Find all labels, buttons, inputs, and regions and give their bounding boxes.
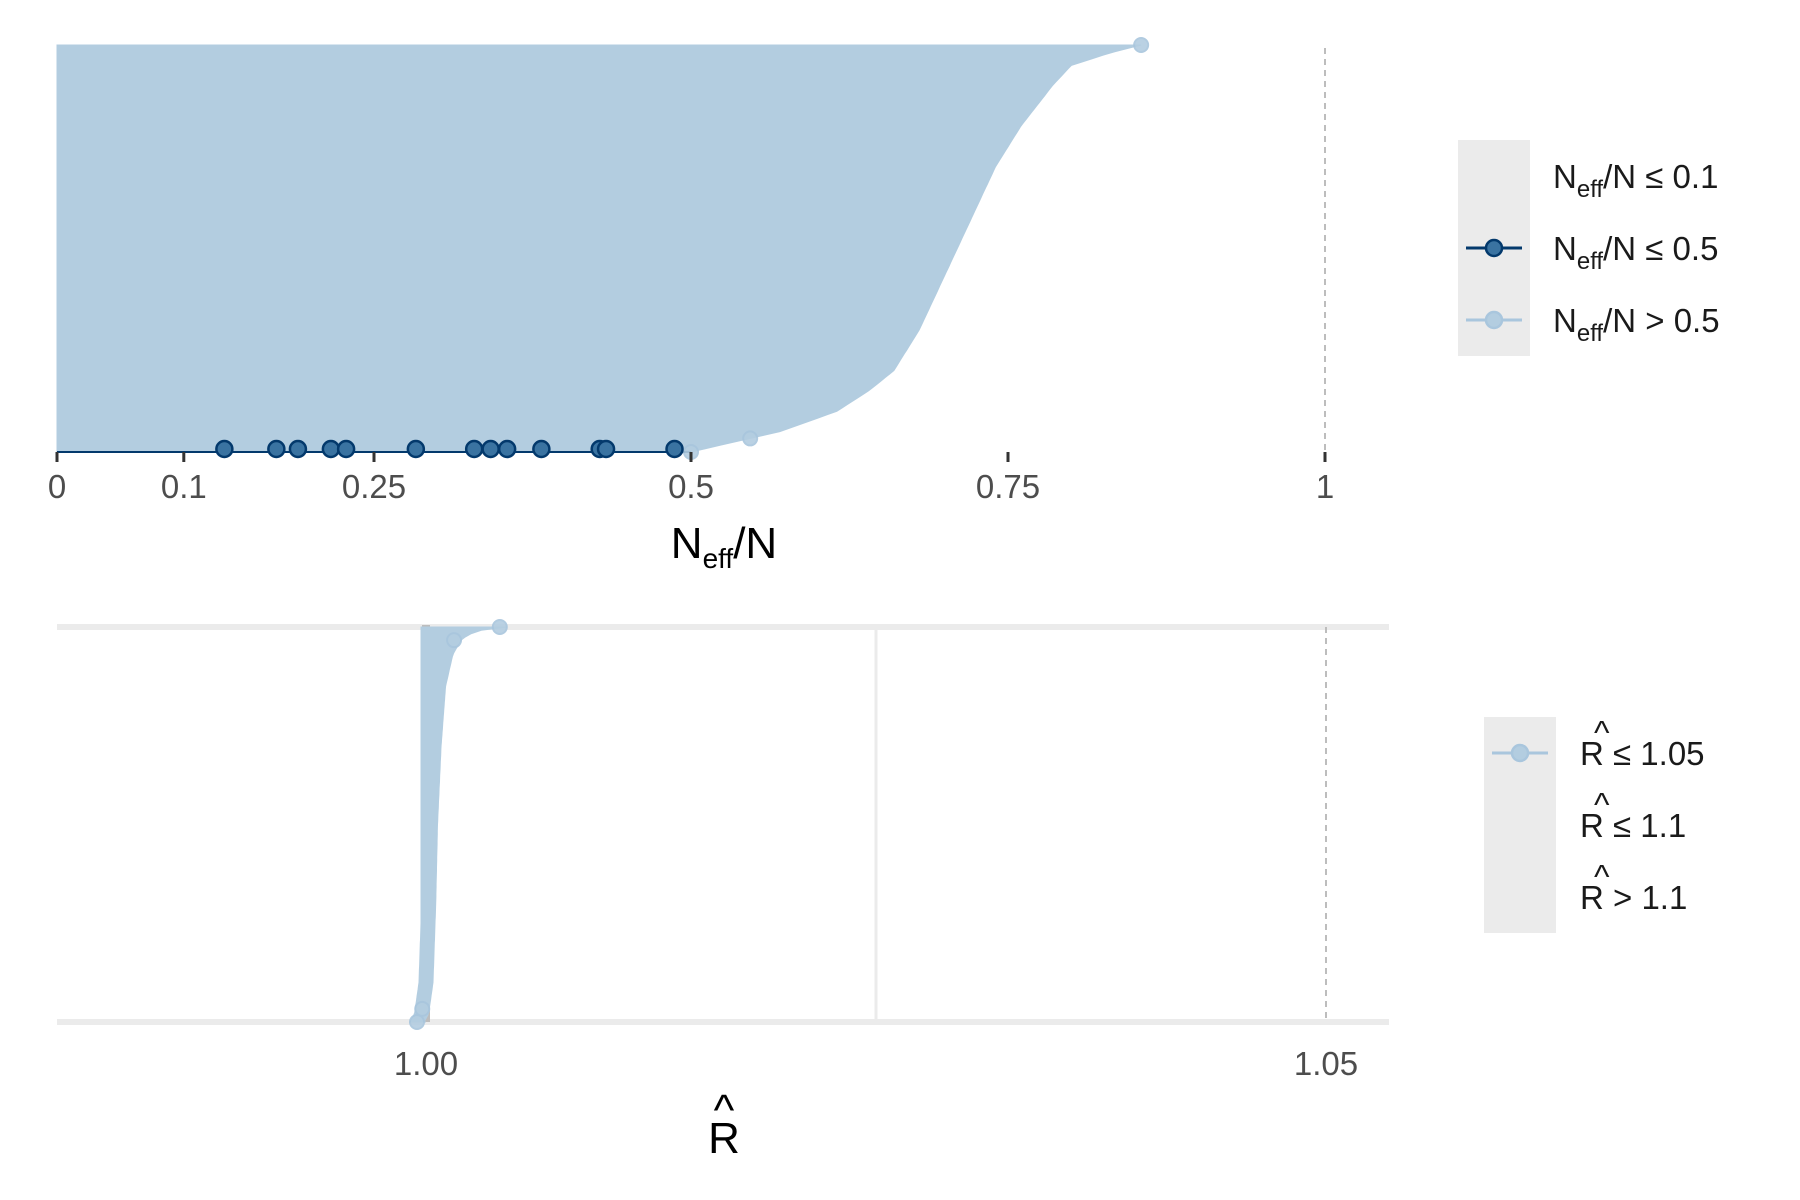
rhat-legend-label-main: R: [1580, 879, 1604, 916]
neff-legend-label-text: /N ≤ 0.5: [1603, 230, 1718, 267]
neff-tick-label-3: 0.5: [668, 468, 714, 505]
rhat-x-axis-title-hat: ^: [714, 1086, 735, 1135]
neff-legend-label-sub: eff: [1577, 176, 1604, 203]
neff-tick-label-2: 0.25: [342, 468, 406, 505]
rhat-legend-label-text: ≤ 1.1: [1604, 807, 1686, 844]
neff-legend-label-main: N: [1553, 230, 1577, 267]
rhat-point: [409, 1014, 425, 1030]
neff-point-0: [215, 439, 234, 459]
neff-legend-key-point-1: [1484, 238, 1504, 258]
neff-point-3: [321, 439, 341, 459]
neff-point-11: [596, 439, 616, 459]
rhat-grid: [57, 624, 1389, 1025]
neff-x-axis-ticks: 0 0.1 0.25 0.5 0.75 1: [48, 452, 1334, 505]
neff-point-5: [406, 439, 426, 459]
rhat-x-axis-title: R ^: [708, 1086, 740, 1163]
neff-legend-label-main: N: [1553, 158, 1577, 195]
rhat-legend-hat-1: ^: [1594, 786, 1610, 823]
neff-point-12: [665, 439, 684, 459]
rhat-legend-label-text: ≤ 1.05: [1604, 735, 1705, 772]
neff-density-area: [56, 44, 1142, 453]
neff-ratio-panel: 0 0.1 0.25 0.5 0.75 1 Neff/N Neff/N ≤ 0.1Neff…: [48, 37, 1720, 574]
neff-legend-label-2: Neff/N > 0.5: [1553, 302, 1720, 347]
neff-point-high: [1133, 37, 1150, 53]
neff-points: [215, 37, 1150, 460]
neff-point-9: [532, 439, 551, 459]
rhat-legend-label-text: > 1.1: [1604, 879, 1687, 916]
rhat-legend-label-2: R > 1.1: [1580, 879, 1687, 916]
neff-x-axis-title-sub: eff: [703, 543, 734, 574]
rhat-legend-key-point-0: [1510, 743, 1530, 763]
neff-x-axis-title: Neff/N: [671, 519, 777, 574]
neff-legend-label-0: Neff/N ≤ 0.1: [1553, 158, 1718, 203]
rhat-tick-label-0: 1.00: [394, 1045, 458, 1082]
neff-legend-label-text: /N ≤ 0.1: [1603, 158, 1718, 195]
rhat-density-area: [409, 626, 507, 1023]
neff-legend-key-point-2: [1484, 310, 1504, 330]
neff-tick-label-4: 0.75: [976, 468, 1040, 505]
rhat-panel: 1.00 1.05 R ^ ^R ≤ 1.05^R ≤ 1.1^R > 1.1: [57, 619, 1705, 1163]
neff-point-1: [267, 439, 286, 459]
neff-point-2: [288, 439, 308, 459]
rhat-legend-label-0: R ≤ 1.05: [1580, 735, 1705, 772]
rhat-legend-label-main: R: [1580, 807, 1604, 844]
rhat-legend-label-1: R ≤ 1.1: [1580, 807, 1686, 844]
neff-point-7: [481, 439, 500, 459]
neff-tick-label-1: 0.1: [161, 468, 207, 505]
neff-legend-label-main: N: [1553, 302, 1577, 339]
rhat-legend-label-main: R: [1580, 735, 1604, 772]
rhat-x-axis-title-main: R: [708, 1114, 740, 1163]
rhat-point: [446, 632, 463, 649]
neff-legend-label-1: Neff/N ≤ 0.5: [1553, 230, 1718, 275]
neff-tick-label-5: 1: [1316, 468, 1334, 505]
neff-legend-label-text: /N > 0.5: [1603, 302, 1719, 339]
neff-x-axis-title-main: N: [671, 519, 703, 568]
rhat-point: [414, 1000, 431, 1017]
neff-x-axis-title-tail: /N: [733, 519, 777, 568]
neff-point-6: [464, 439, 484, 459]
rhat-points: [409, 619, 508, 1030]
rhat-legend: ^R ≤ 1.05^R ≤ 1.1^R > 1.1: [1484, 714, 1705, 933]
rhat-x-axis-ticks: 1.00 1.05: [394, 1045, 1358, 1082]
rhat-legend-hat-2: ^: [1594, 858, 1610, 895]
rhat-legend-hat-0: ^: [1594, 714, 1610, 751]
rhat-tick-label-1: 1.05: [1294, 1045, 1358, 1082]
neff-point-8: [497, 439, 517, 459]
neff-legend-label-sub: eff: [1577, 248, 1604, 275]
neff-point-high: [742, 430, 759, 447]
neff-point-4: [336, 439, 356, 459]
neff-legend-label-sub: eff: [1577, 320, 1604, 347]
rhat-point: [491, 619, 508, 635]
neff-tick-label-0: 0: [48, 468, 66, 505]
